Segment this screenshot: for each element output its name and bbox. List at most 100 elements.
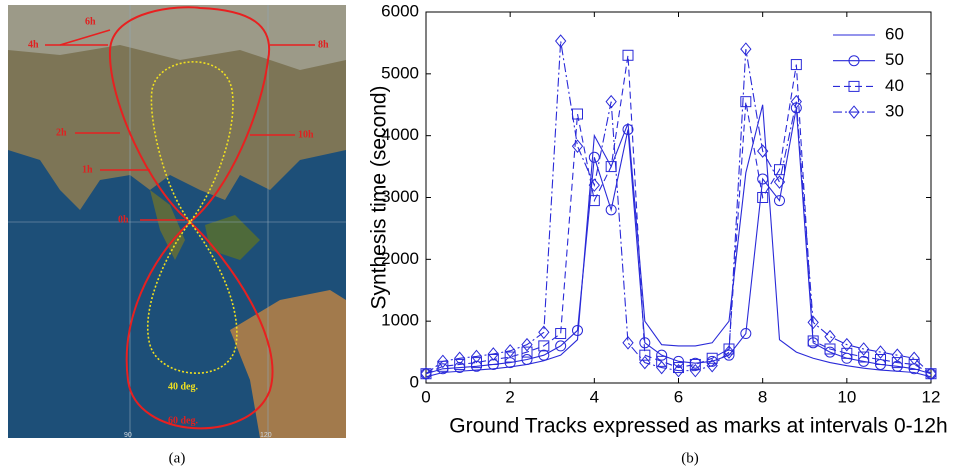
marker: [605, 94, 617, 109]
marker: [521, 337, 533, 352]
marker: [571, 139, 584, 153]
marker: [858, 342, 870, 356]
legend-label: 30: [885, 102, 904, 121]
marker: [848, 55, 860, 67]
marker: [487, 347, 499, 361]
x-axis-label: Ground Tracks expressed as marks at inte…: [449, 415, 947, 438]
time-arrows: [45, 29, 315, 221]
x-tick-label: 12: [922, 387, 941, 406]
marker: [605, 204, 617, 216]
y-tick-label: 6000: [381, 1, 419, 20]
marker: [824, 343, 836, 355]
marker: [740, 42, 752, 56]
y-tick-label: 2000: [381, 249, 419, 268]
marker: [538, 349, 550, 361]
marker: [639, 349, 651, 361]
marker: [841, 337, 853, 352]
marker: [521, 346, 533, 358]
x-tick-label: 2: [505, 387, 514, 406]
marker: [740, 328, 752, 340]
graticule-label: 90: [124, 432, 132, 439]
map-label: 6h: [85, 16, 96, 27]
y-tick-label: 0: [410, 372, 419, 391]
map-label: 8h: [318, 39, 329, 50]
marker: [639, 355, 651, 370]
map-label: 1h: [82, 164, 93, 175]
marker: [908, 358, 920, 370]
legend-label: 50: [885, 50, 904, 69]
marker: [874, 345, 887, 359]
marker: [504, 351, 516, 363]
marker: [824, 329, 836, 344]
marker: [723, 345, 735, 359]
map-panel: 6h 8h 4h 2h 10h 1h 0h 40 deg. 60 deg. 90…: [8, 5, 346, 439]
y-tick-label: 5000: [381, 63, 419, 82]
marker: [848, 105, 860, 119]
marker: [656, 349, 668, 361]
marker: [891, 357, 903, 369]
marker: [470, 349, 483, 364]
marker: [773, 175, 786, 189]
marker: [807, 315, 819, 330]
marker: [504, 344, 516, 358]
series-line: [425, 107, 932, 375]
series-line: [425, 40, 932, 375]
marker: [891, 348, 903, 362]
caption: (a): [169, 450, 186, 466]
marker: [757, 173, 769, 185]
marker: [841, 347, 853, 359]
marker: [673, 355, 684, 367]
marker: [656, 360, 668, 375]
marker: [622, 123, 634, 135]
marker: [420, 366, 432, 381]
map-label: 10h: [298, 129, 314, 140]
marker: [555, 34, 567, 48]
marker: [588, 195, 600, 207]
map-land-north: [8, 5, 346, 70]
map-label: 0h: [118, 214, 129, 225]
map-land-australia: [230, 290, 346, 438]
marker: [572, 324, 583, 336]
marker: [437, 354, 449, 369]
marker: [538, 325, 550, 340]
marker: [706, 352, 718, 364]
y-tick-label: 1000: [381, 311, 419, 330]
marker: [487, 354, 499, 366]
marker: [858, 351, 870, 363]
marker: [848, 80, 860, 92]
marker: [774, 164, 785, 176]
map-land-islands: [205, 215, 260, 260]
marker: [790, 59, 802, 71]
marker: [656, 355, 668, 367]
marker: [875, 354, 886, 366]
marker: [555, 328, 567, 340]
marker: [925, 366, 937, 381]
ground-track-60: [108, 6, 274, 430]
y-axis-label: Synthesis time (second): [368, 85, 391, 309]
marker: [555, 340, 567, 352]
marker: [538, 340, 550, 352]
marker: [673, 362, 684, 374]
marker: [471, 357, 482, 369]
marker: [790, 94, 802, 109]
marker: [723, 349, 735, 361]
marker: [572, 108, 583, 120]
marker: [454, 351, 466, 366]
marker: [689, 363, 701, 378]
x-tick-label: 4: [590, 387, 599, 406]
marker: [706, 358, 718, 373]
marker: [908, 351, 920, 366]
marker: [454, 358, 466, 370]
y-tick-label: 3000: [381, 187, 419, 206]
marker: [588, 151, 600, 163]
marker: [774, 195, 785, 207]
caption: (b): [681, 450, 699, 466]
marker: [807, 335, 819, 347]
marker: [622, 336, 634, 350]
marker: [622, 49, 634, 61]
x-tick-label: 8: [758, 387, 767, 406]
ground-track-40: [146, 61, 238, 374]
plot-frame: [425, 11, 932, 384]
map-label: 2h: [56, 127, 67, 138]
